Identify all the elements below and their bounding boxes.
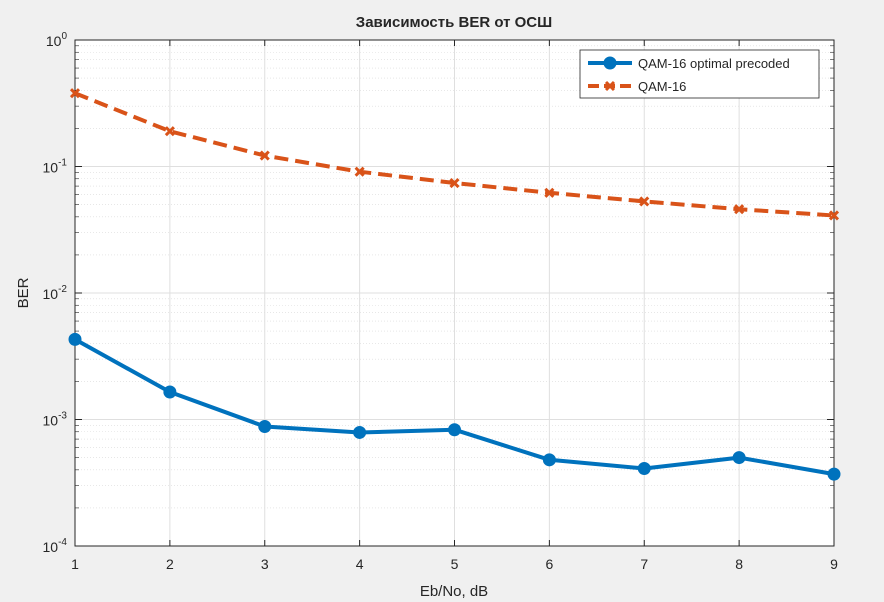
data-point-circle xyxy=(449,424,461,436)
data-point-circle xyxy=(638,462,650,474)
y-tick-exponent: -1 xyxy=(58,158,67,169)
chart-figure: 123456789 10010-110-210-310-4 Зависимост… xyxy=(0,0,884,602)
y-tick-label: 100 xyxy=(46,31,68,49)
data-point-circle xyxy=(69,333,81,345)
y-tick-base: 10 xyxy=(43,539,59,555)
legend-marker-precoded xyxy=(604,57,616,69)
legend: QAM-16 optimal precoded QAM-16 xyxy=(580,50,819,98)
y-tick-base: 10 xyxy=(43,286,59,302)
x-tick-label: 4 xyxy=(356,556,364,572)
data-point-circle xyxy=(164,386,176,398)
x-tick-label: 8 xyxy=(735,556,743,572)
x-tick-labels: 1 2 3 4 5 6 7 8 9 xyxy=(71,556,838,572)
data-point-circle xyxy=(828,468,840,480)
chart-title: Зависимость BER от ОСШ xyxy=(356,14,552,31)
legend-label-qam16: QAM-16 xyxy=(638,79,686,94)
data-point-circle xyxy=(354,426,366,438)
y-tick-base: 10 xyxy=(43,413,59,429)
y-tick-label: 10-3 xyxy=(43,411,68,429)
x-tick-label: 9 xyxy=(830,556,838,572)
y-tick-label: 10-4 xyxy=(43,537,68,555)
data-point-circle xyxy=(259,421,271,433)
x-tick-label: 2 xyxy=(166,556,174,572)
data-point-circle xyxy=(543,454,555,466)
y-tick-label: 10-2 xyxy=(43,284,68,302)
legend-label-precoded: QAM-16 optimal precoded xyxy=(638,56,790,71)
x-tick-label: 5 xyxy=(451,556,459,572)
y-axis-label: BER xyxy=(15,277,32,308)
data-point-circle xyxy=(733,452,745,464)
y-tick-label: 10-1 xyxy=(43,158,68,176)
x-tick-label: 3 xyxy=(261,556,269,572)
x-tick-label: 6 xyxy=(545,556,553,572)
x-axis-label: Eb/No, dB xyxy=(420,583,488,600)
y-tick-base: 10 xyxy=(46,33,62,49)
y-tick-exponent: -4 xyxy=(58,537,67,548)
x-tick-label: 1 xyxy=(71,556,79,572)
y-tick-base: 10 xyxy=(43,160,59,176)
y-tick-exponent: -3 xyxy=(58,411,67,422)
y-tick-exponent: -2 xyxy=(58,284,67,295)
y-tick-exponent: 0 xyxy=(61,31,67,42)
x-tick-label: 7 xyxy=(640,556,648,572)
